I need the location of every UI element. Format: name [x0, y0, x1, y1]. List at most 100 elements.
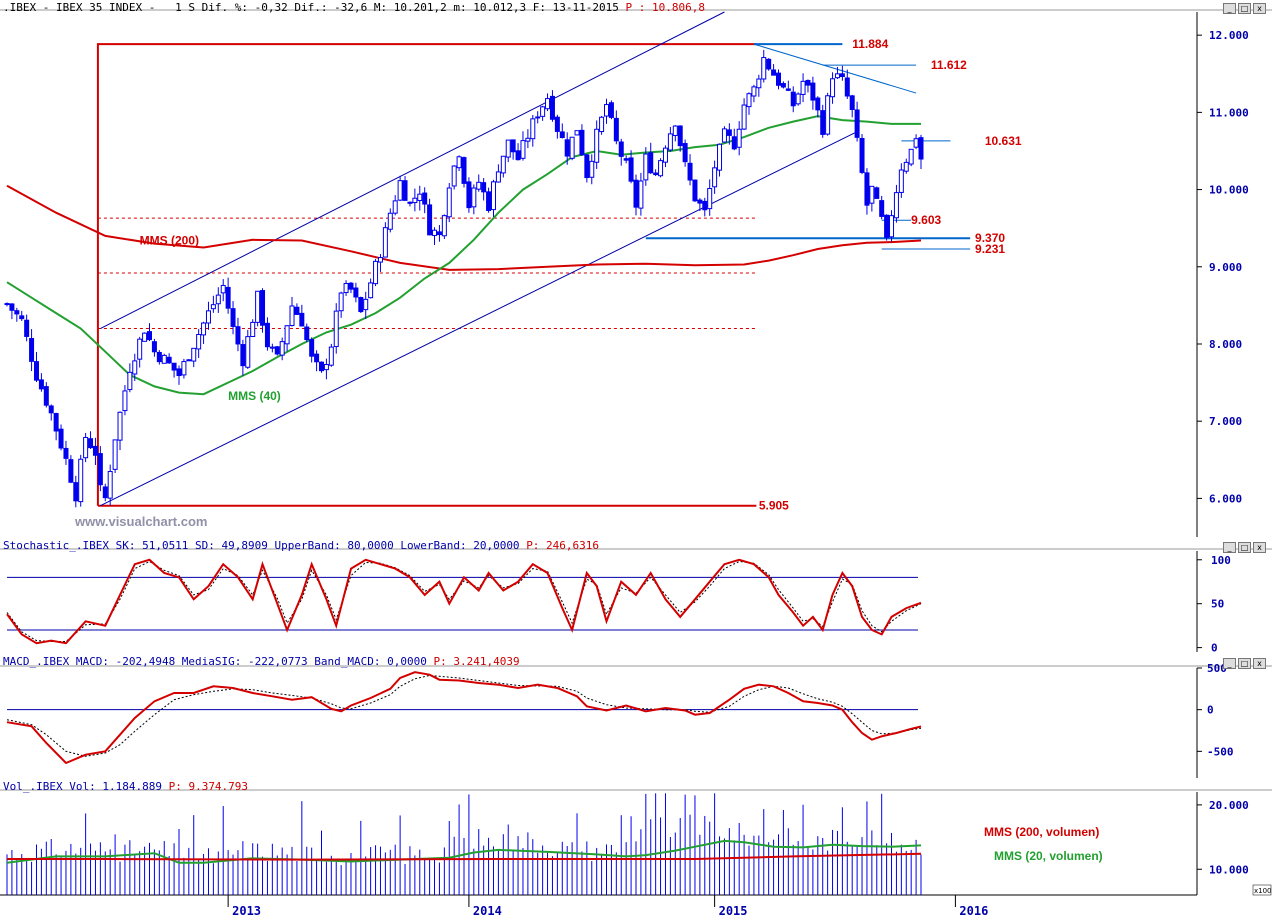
sma200-label: MMS (200)	[140, 233, 199, 247]
candle-body	[127, 371, 133, 391]
candle-body	[19, 315, 25, 320]
close-button[interactable]: x	[1253, 3, 1266, 14]
candle-body	[156, 351, 162, 363]
candle-body	[898, 169, 904, 193]
candle-body	[83, 436, 89, 459]
close-button[interactable]: x	[1253, 542, 1266, 553]
volume-sma20-label: MMS (20, volumen)	[994, 849, 1103, 863]
minimize-button[interactable]: _	[1223, 3, 1236, 14]
maximize-button[interactable]: □	[1238, 3, 1251, 14]
candle-body	[825, 95, 831, 135]
stoch-header-pvalue: P: 246,6316	[526, 539, 600, 552]
maximize-button[interactable]: □	[1238, 542, 1251, 553]
maximize-button[interactable]: □	[1238, 658, 1251, 669]
candle-body	[279, 341, 285, 356]
candle-body	[299, 312, 305, 327]
candle-body	[490, 181, 496, 211]
watermark: www.visualchart.com	[74, 514, 207, 529]
y-tick-label: 8.000	[1209, 338, 1242, 351]
y-tick-label: 0	[1207, 704, 1214, 717]
candle-body	[667, 133, 673, 151]
candle-body	[471, 187, 477, 208]
candle-body	[309, 339, 315, 357]
candle-body	[525, 137, 531, 142]
candle-body	[466, 181, 472, 209]
x-tick-label: 2016	[959, 904, 988, 917]
price-header-text: .IBEX - IBEX 35 INDEX - 1 S Dif. %: -0,3…	[3, 1, 619, 14]
candle-body	[274, 346, 280, 355]
candle-body	[122, 390, 128, 412]
candle-body	[697, 199, 703, 204]
candle-body	[186, 359, 192, 362]
candle-body	[338, 292, 344, 312]
candle-body	[736, 128, 742, 148]
minimize-button[interactable]: _	[1223, 542, 1236, 553]
candle-body	[682, 143, 688, 163]
candle-body	[721, 128, 727, 143]
candle-body	[166, 356, 172, 364]
sma200-line	[6, 184, 922, 271]
candle-body	[358, 297, 364, 313]
candle-body	[908, 148, 914, 165]
candle-body	[653, 172, 659, 176]
candle-body	[854, 109, 860, 138]
candle-body	[432, 229, 438, 236]
candle-body	[731, 136, 737, 150]
candle-body	[594, 128, 600, 163]
candle-body	[761, 57, 767, 80]
candle-body	[771, 69, 777, 76]
candle-body	[579, 129, 585, 156]
candle-body	[176, 368, 182, 377]
candle-body	[456, 156, 462, 169]
candle-body	[250, 321, 256, 338]
candle-body	[658, 160, 664, 177]
candle-body	[604, 104, 610, 117]
descending-trendline	[753, 43, 917, 94]
candle-body	[505, 139, 511, 158]
vol-panel-header: Vol_.IBEX Vol: 1.184.889 P: 9.374.793	[3, 780, 248, 793]
candle-body	[235, 326, 241, 345]
candle-body	[392, 200, 398, 214]
candle-body	[78, 458, 84, 503]
close-button[interactable]: x	[1253, 658, 1266, 669]
candle-body	[608, 102, 614, 118]
channel-lower-line	[100, 131, 858, 507]
candle-body	[427, 204, 433, 236]
candle-body	[137, 338, 143, 360]
candle-body	[849, 95, 855, 111]
minimize-button[interactable]: _	[1223, 658, 1236, 669]
candle-body	[893, 192, 899, 219]
y-tick-label: 10.000	[1209, 863, 1249, 876]
candle-body	[348, 282, 354, 290]
candle-body	[422, 192, 428, 205]
candle-body	[220, 284, 226, 294]
macd-line	[6, 671, 922, 765]
candle-body	[201, 322, 207, 336]
y-tick-label: 0	[1211, 642, 1218, 655]
range-box-line	[96, 43, 757, 506]
y-tick-label: 10.000	[1209, 184, 1249, 197]
candle-body	[800, 80, 806, 95]
candle-body	[260, 290, 266, 326]
candle-body	[294, 306, 300, 315]
sma40-line	[6, 115, 921, 396]
price-header-pvalue: P : 10.806,8	[625, 1, 706, 14]
candle-body	[859, 137, 865, 173]
candle-body	[717, 143, 723, 171]
sma40-label: MMS (40)	[228, 389, 281, 403]
candle-body	[623, 158, 629, 161]
channel-upper-line	[100, 11, 725, 329]
stoch-header-text: Stochastic_.IBEX SK: 51,0511 SD: 49,8909…	[3, 539, 520, 552]
multiplier-box	[1252, 884, 1272, 896]
x-tick-label: 2015	[719, 904, 748, 917]
y-tick-label: 6.000	[1209, 492, 1242, 505]
candle-body	[117, 411, 123, 441]
candle-body	[397, 180, 403, 201]
candle-body	[687, 162, 693, 181]
candle-body	[766, 58, 772, 70]
price-window-buttons: _ □ x	[1223, 3, 1266, 14]
candle-body	[564, 139, 570, 157]
y-tick-label: 11.000	[1209, 106, 1249, 119]
candle-body	[515, 150, 521, 161]
